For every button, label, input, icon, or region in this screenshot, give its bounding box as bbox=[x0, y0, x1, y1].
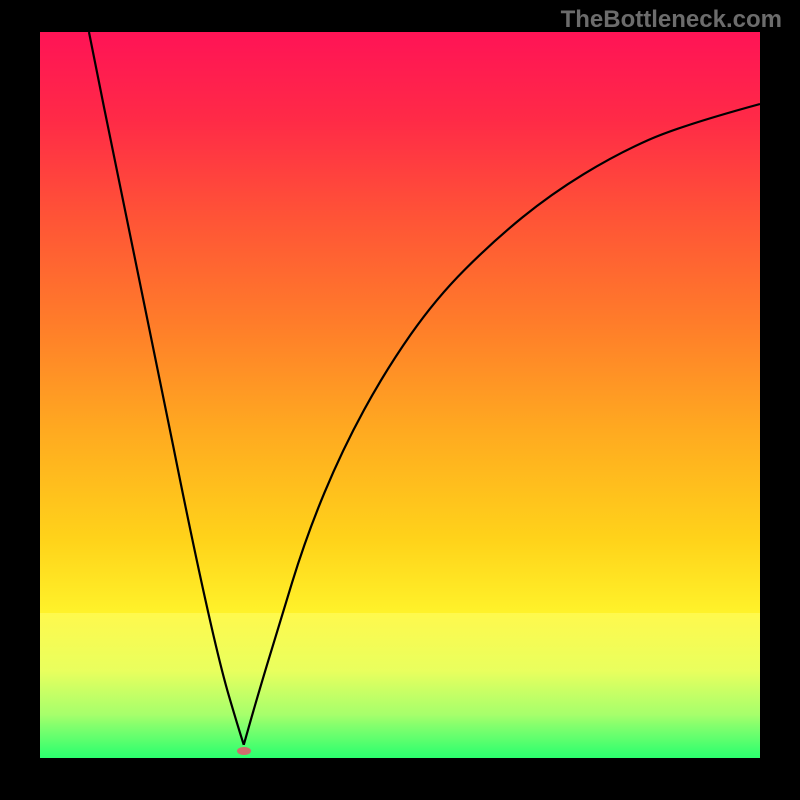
plot-area bbox=[40, 32, 760, 758]
minimum-marker-icon bbox=[237, 747, 251, 755]
bottleneck-curve bbox=[40, 32, 760, 752]
curve-right-arm bbox=[244, 104, 760, 745]
curve-left-arm bbox=[89, 32, 244, 745]
chart-container: TheBottleneck.com bbox=[0, 0, 800, 800]
watermark-text: TheBottleneck.com bbox=[561, 6, 782, 34]
